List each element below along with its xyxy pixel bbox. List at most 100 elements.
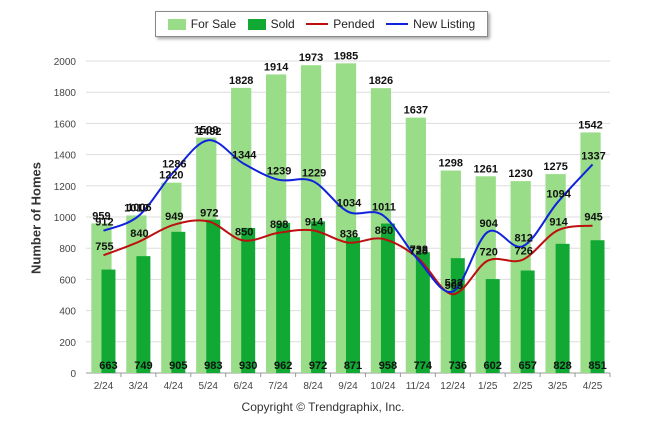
- data-label-new-listing: 1492: [197, 126, 221, 138]
- data-label-new-listing: 1006: [127, 202, 151, 214]
- legend-swatch-sold: [247, 18, 266, 30]
- data-label-sold: 749: [134, 360, 152, 372]
- data-label-new-listing: 812: [514, 232, 532, 244]
- data-label-new-listing: 904: [480, 218, 499, 230]
- legend-item-pended: Pended: [306, 17, 375, 31]
- data-label-pended: 836: [340, 229, 358, 241]
- data-label-new-listing: 1286: [162, 158, 186, 170]
- y-tick-label: 1000: [54, 213, 77, 224]
- data-label-new-listing: 1011: [372, 201, 396, 213]
- line-new-listing: [103, 139, 594, 293]
- bar-sold: [555, 243, 570, 373]
- y-axis-label: Number of Homes: [28, 162, 44, 274]
- x-tick-label: 3/25: [548, 381, 568, 392]
- y-tick-label: 1200: [54, 182, 77, 193]
- data-label-for-sale: 959: [92, 210, 110, 222]
- data-label-new-listing: 1094: [546, 188, 571, 200]
- data-label-pended: 505: [445, 280, 463, 292]
- x-tick-label: 4/25: [583, 381, 603, 392]
- data-label-pended: 945: [584, 212, 602, 224]
- data-label-sold: 851: [588, 360, 606, 372]
- data-label-for-sale: 1298: [439, 158, 463, 170]
- x-tick-label: 5/24: [199, 381, 219, 392]
- bar-sold: [346, 237, 360, 373]
- x-tick-label: 2/25: [513, 381, 533, 392]
- data-label-new-listing: 1034: [337, 198, 362, 210]
- data-label-sold: 983: [204, 360, 222, 372]
- data-label-sold: 736: [449, 360, 467, 372]
- data-label-sold: 663: [99, 360, 117, 372]
- data-label-pended: 972: [200, 207, 218, 219]
- data-label-sold: 871: [344, 360, 362, 372]
- x-tick-label: 9/24: [338, 381, 358, 392]
- legend-item-sold: Sold: [247, 17, 295, 31]
- bar-sold: [241, 227, 256, 373]
- x-tick-label: 2/24: [94, 381, 114, 392]
- x-tick-label: 10/24: [370, 381, 395, 392]
- bar-sold: [136, 256, 151, 373]
- data-label-sold: 962: [274, 360, 292, 372]
- data-label-pended: 949: [165, 211, 183, 223]
- bar-sold: [206, 219, 221, 373]
- x-tick-label: 3/24: [129, 381, 149, 392]
- data-label-for-sale: 1828: [229, 75, 253, 87]
- data-label-new-listing: 1239: [267, 166, 291, 178]
- data-label-new-listing: 728: [410, 245, 428, 257]
- x-tick-label: 7/24: [268, 381, 288, 392]
- data-label-for-sale: 1509: [194, 125, 218, 137]
- bar-sold: [311, 221, 326, 373]
- data-label-for-sale: 1275: [543, 161, 567, 173]
- legend-item-for-sale: For Sale: [167, 17, 236, 31]
- y-tick-label: 2000: [54, 57, 77, 68]
- data-label-sold: 828: [553, 360, 571, 372]
- data-label-pended: 914: [549, 216, 568, 228]
- data-label-for-sale: 1220: [159, 170, 183, 182]
- data-label-new-listing: 1337: [581, 150, 605, 162]
- legend-label-pended: Pended: [333, 17, 375, 31]
- line-pended: [103, 219, 593, 296]
- data-label-new-listing: 1344: [232, 149, 257, 161]
- bar-sold: [171, 231, 186, 373]
- bar-sold: [450, 258, 465, 373]
- data-label-sold: 930: [239, 360, 257, 372]
- bar-sold: [590, 240, 605, 373]
- data-label-for-sale: 1826: [369, 75, 393, 87]
- x-tick-label: 1/25: [478, 381, 498, 392]
- y-tick-label: 800: [59, 244, 76, 255]
- data-label-pended: 720: [480, 247, 498, 259]
- data-label-sold: 905: [169, 360, 187, 372]
- bar-sold: [520, 270, 535, 373]
- data-label-for-sale: 1230: [508, 168, 532, 180]
- data-label-for-sale: 1010: [124, 202, 148, 214]
- data-label-new-listing: 523: [445, 277, 463, 289]
- bar-sold: [380, 223, 395, 373]
- data-label-pended: 738: [410, 244, 428, 256]
- data-label-sold: 972: [309, 360, 327, 372]
- legend-swatch-for-sale: [167, 18, 186, 30]
- data-label-pended: 850: [235, 226, 253, 238]
- data-label-sold: 657: [518, 360, 536, 372]
- data-label-new-listing: 1229: [302, 167, 326, 179]
- data-label-for-sale: 1914: [264, 61, 289, 73]
- data-label-pended: 755: [95, 241, 113, 253]
- data-label-for-sale: 1985: [334, 50, 358, 62]
- data-label-pended: 914: [305, 216, 324, 228]
- data-label-new-listing: 912: [95, 217, 113, 229]
- y-tick-label: 0: [70, 369, 76, 380]
- x-tick-label: 12/24: [440, 381, 465, 392]
- data-label-for-sale: 1973: [299, 52, 323, 64]
- y-tick-label: 1400: [54, 151, 77, 162]
- data-label-for-sale: 1542: [578, 119, 602, 131]
- bar-sold: [485, 279, 500, 373]
- x-tick-label: 11/24: [406, 381, 431, 392]
- x-tick-label: 6/24: [233, 381, 253, 392]
- y-tick-label: 400: [59, 307, 76, 318]
- y-tick-label: 200: [59, 338, 76, 349]
- data-label-for-sale: 1261: [473, 163, 497, 175]
- legend-swatch-pended: [306, 23, 329, 25]
- data-label-for-sale: 1637: [404, 105, 428, 117]
- legend-item-new-listing: New Listing: [386, 17, 475, 31]
- legend: For Sale Sold Pended New Listing: [155, 11, 488, 37]
- data-label-sold: 602: [484, 360, 502, 372]
- data-label-pended: 898: [270, 219, 288, 231]
